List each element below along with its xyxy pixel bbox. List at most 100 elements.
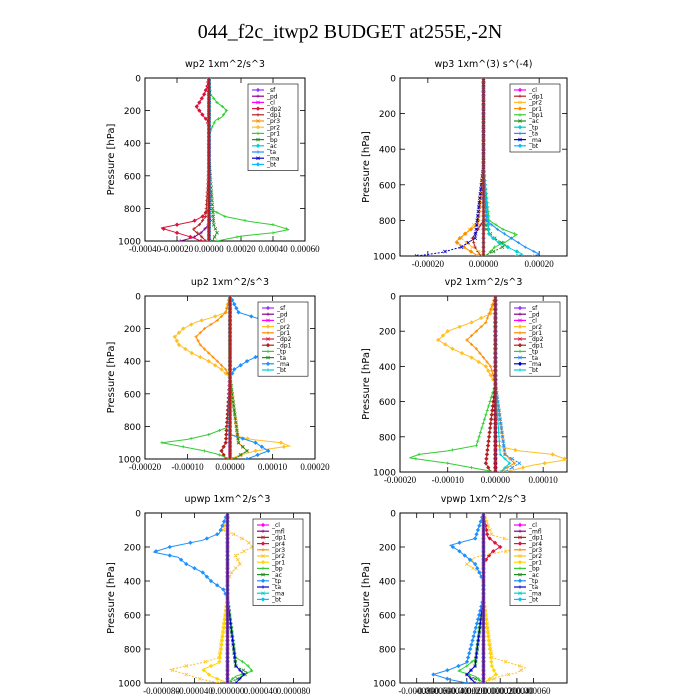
series-marker [238,453,243,457]
series-marker [485,532,490,537]
series-marker [479,325,483,329]
x-tick-label: -0.00010 [432,475,465,485]
series-marker [519,668,523,673]
x-tick-label: -0.000060 [415,686,452,696]
legend-marker [255,106,261,111]
series-marker [517,461,522,466]
series-marker [562,456,567,461]
series-marker [494,223,498,227]
series-marker [211,210,215,215]
legend-label: _pr1 [276,330,290,337]
legend-marker [265,324,271,329]
legend-box [509,83,561,153]
series-marker [476,227,480,231]
x-tick-label: -0.00020 [412,259,445,269]
legend-marker [256,119,260,123]
series-marker [450,544,456,550]
series-marker [487,676,492,681]
series-marker [475,651,479,655]
series-marker [215,359,219,363]
series-marker [495,227,500,231]
series-marker [487,642,492,647]
series-marker [465,672,469,677]
series-marker [498,448,502,452]
series-marker [497,412,502,417]
series-marker [233,420,238,425]
legend-marker [517,106,523,111]
series-marker [202,327,207,331]
legend: _sf_pd_cl_pr2_pr1_dp2_dp1_tp_ta_ma_bt [509,301,561,377]
series-marker [246,664,250,668]
series-marker [484,519,489,524]
series-marker [233,655,237,660]
series-marker [473,676,478,681]
series-marker [209,322,213,327]
series-marker [232,457,236,459]
legend-label: _tp [271,578,281,585]
series-marker [469,355,474,360]
series-marker [235,235,239,239]
series-marker [514,253,520,256]
series-marker [224,428,229,433]
series-marker [246,540,251,545]
x-tick-label: 0.00000 [469,259,499,269]
series-marker [476,439,480,443]
legend-marker [518,591,522,596]
series-marker [198,331,202,335]
legend-marker [256,137,260,142]
y-tick-label: 600 [124,390,141,400]
x-tick-label: 0.000040 [500,686,534,696]
legend-marker [518,100,522,105]
panel-title: vp2 1xm^2/s^3 [445,277,523,288]
series-marker [232,651,236,655]
y-tick-label: 1000 [373,469,396,479]
series-marker [200,112,205,117]
series-marker [475,218,480,223]
series-marker [234,306,239,311]
legend-label: _ta [528,131,538,138]
series-marker [500,245,505,249]
x-tick-label: 0.00010 [529,475,559,485]
series-marker [476,249,481,254]
series-marker [198,343,202,347]
series-marker [170,668,175,673]
y-tick-label: 1000 [373,680,396,690]
series-marker [222,113,226,117]
series-marker [470,638,475,643]
legend-label: _tp [528,578,538,585]
series-marker [505,244,511,250]
legend-label: _sf [276,305,286,312]
series-marker [210,206,215,211]
series-marker [218,651,223,656]
legend-label: _bt [271,597,282,604]
legend-label: _ac [266,143,277,150]
series-marker [230,395,235,400]
series-marker [235,432,240,437]
series-marker [244,359,250,364]
series-marker [454,240,460,245]
series-marker [240,536,244,541]
series-marker [532,249,536,254]
legend-marker [518,113,522,117]
series-marker [493,672,499,677]
series-marker [492,540,498,545]
series-marker [188,540,193,545]
series-marker [220,629,226,635]
legend-label: _ac [528,118,539,125]
legend-marker [261,554,265,558]
series-marker [238,363,243,368]
series-marker [161,226,166,231]
series-marker [221,528,226,532]
series-marker [459,351,465,356]
series-marker [484,320,488,324]
series-marker [477,200,482,205]
series-marker [450,346,455,351]
series-marker [160,441,164,445]
series-marker [501,439,506,444]
series-marker [219,638,225,643]
series-marker [513,447,518,453]
series-marker [488,400,492,404]
legend-label: _ac [528,572,539,579]
series-marker [212,96,216,100]
